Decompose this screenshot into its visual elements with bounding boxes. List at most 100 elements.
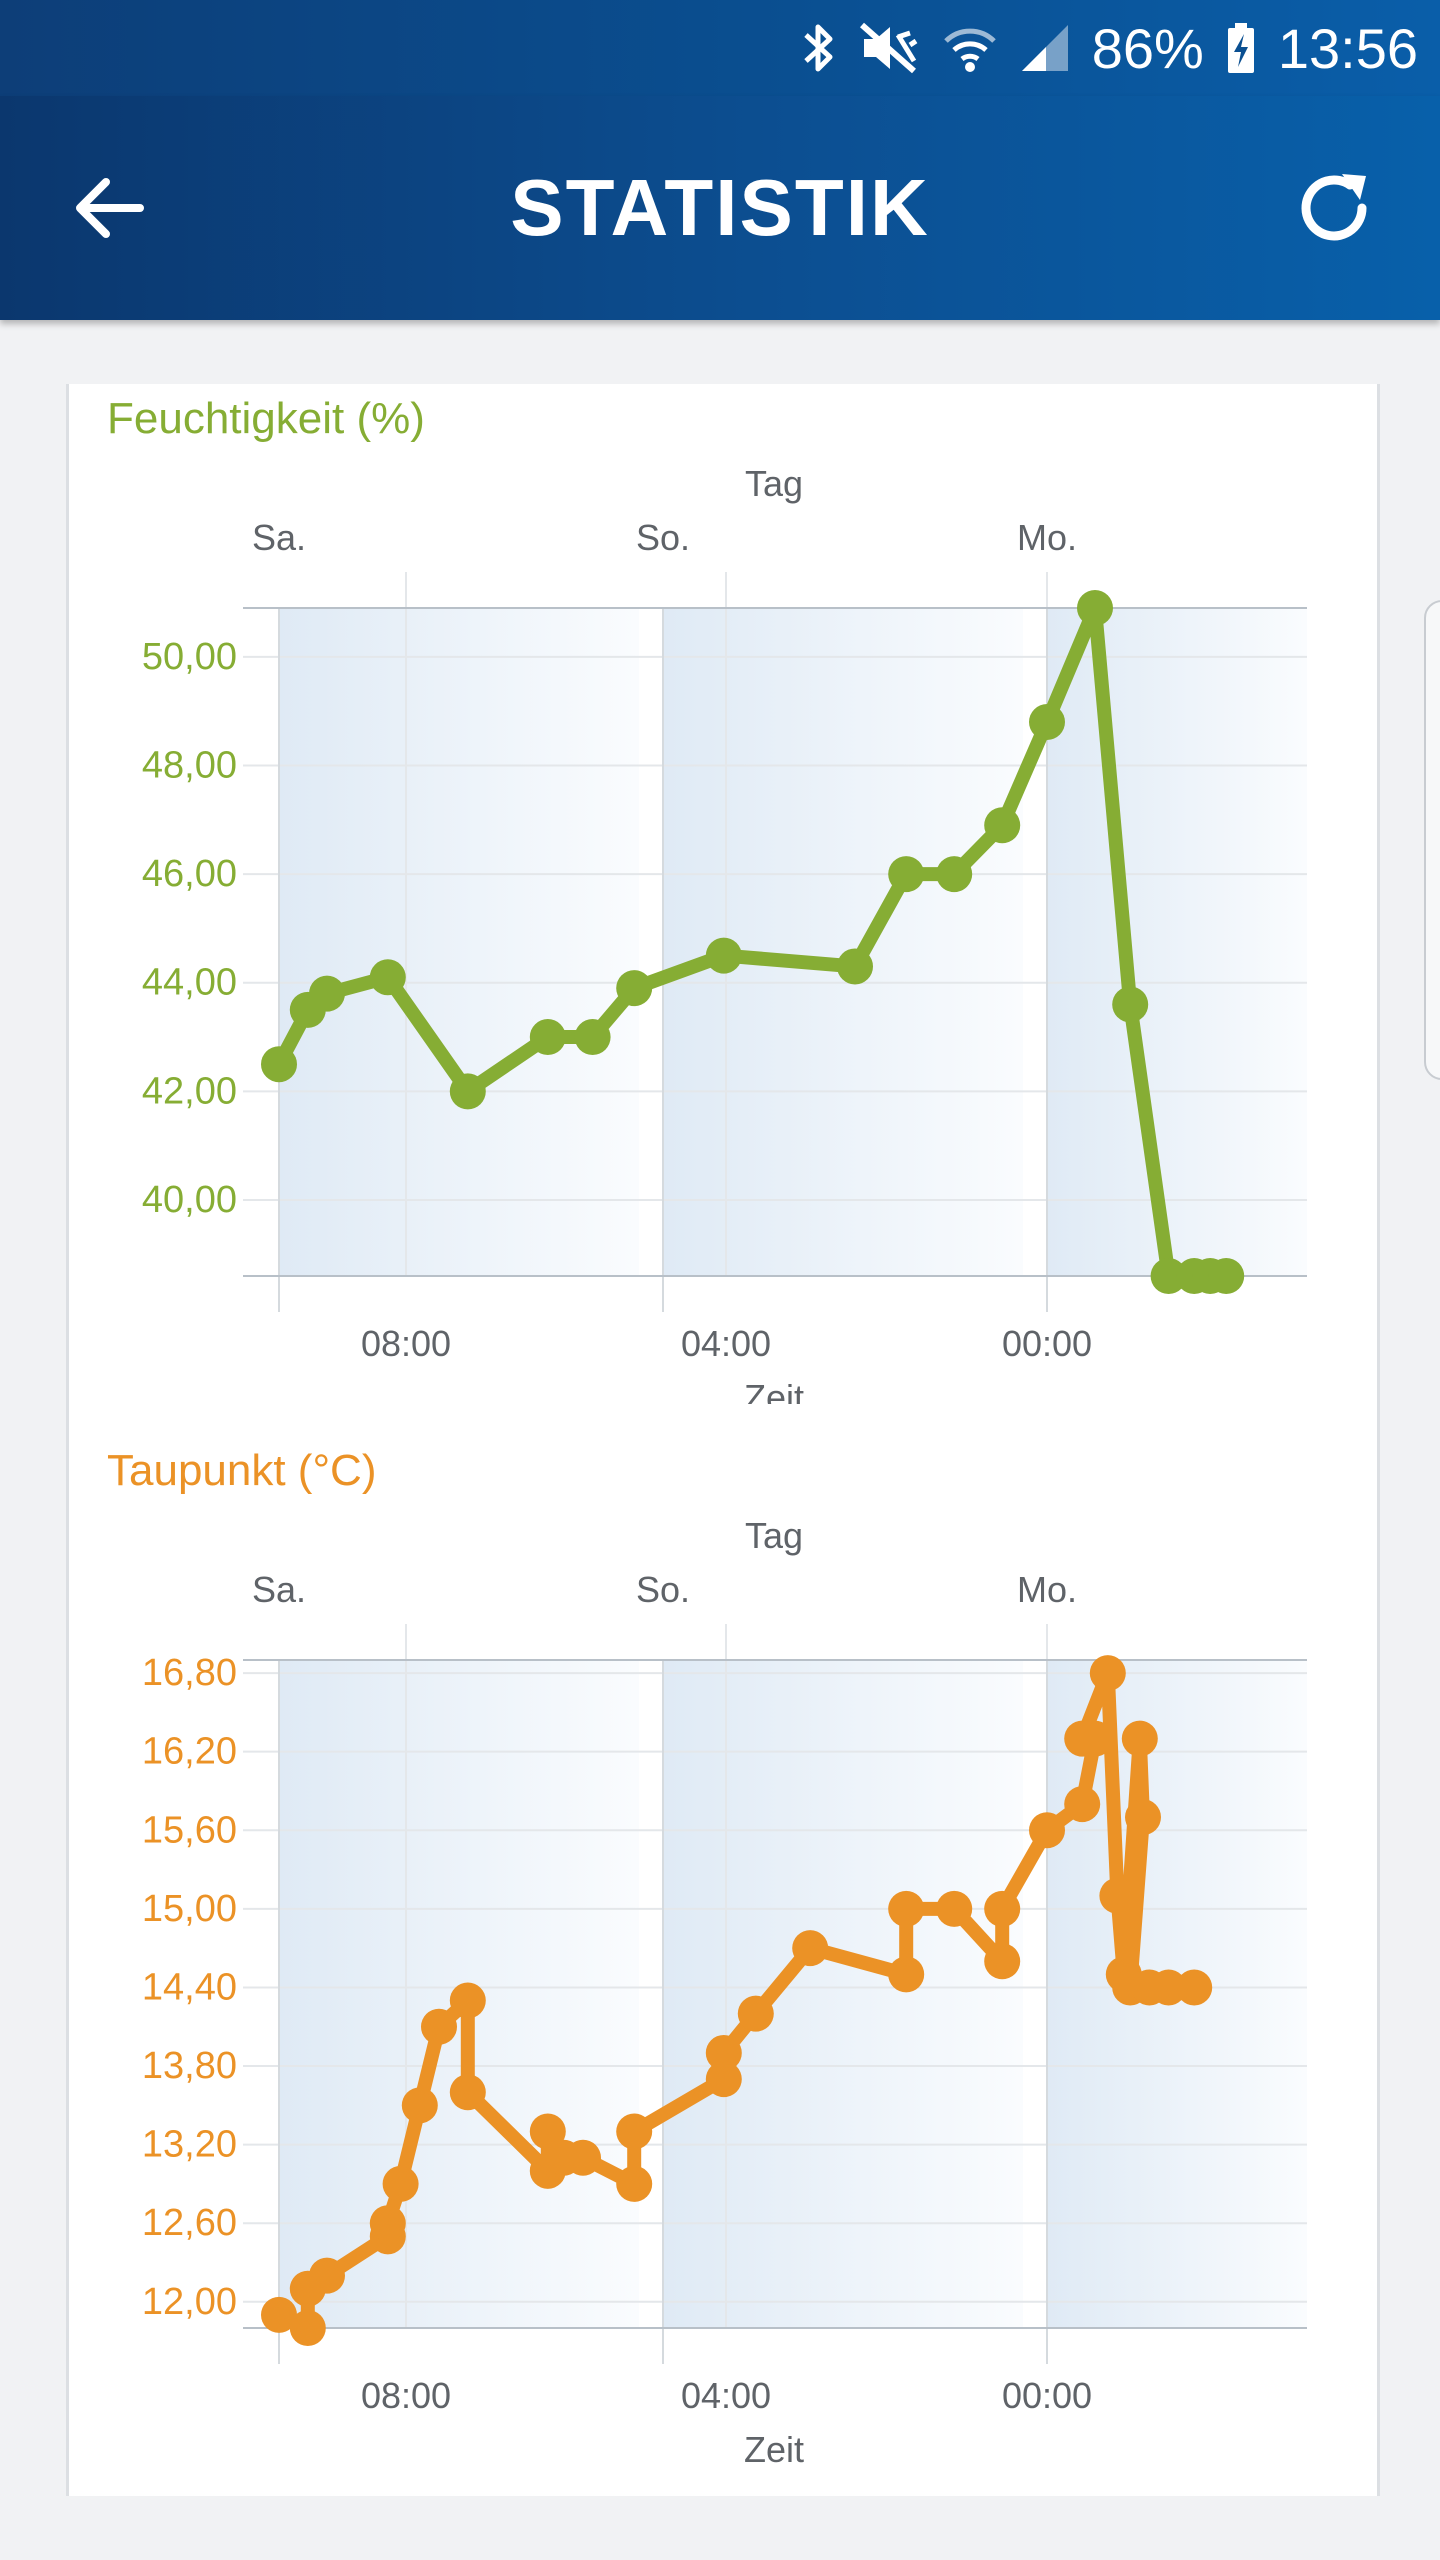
dewpoint-data-point <box>1064 1720 1101 1757</box>
arrow-left-icon <box>76 178 144 238</box>
dewpoint-x-tick-label: 08:00 <box>361 2375 451 2416</box>
dewpoint-y-tick-label: 12,60 <box>142 2202 237 2244</box>
dewpoint-data-point <box>421 2008 457 2045</box>
humidity-x-axis-label: Zeit <box>744 1377 804 1404</box>
humidity-chart-title: Feuchtigkeit (%) <box>107 394 425 443</box>
dewpoint-y-tick-label: 14,40 <box>142 1966 237 2008</box>
dewpoint-data-point <box>888 1956 925 1993</box>
dewpoint-x-tick-label: 00:00 <box>1002 2375 1092 2416</box>
dewpoint-y-tick-label: 16,20 <box>142 1731 237 1773</box>
dewpoint-data-point <box>936 1890 973 1927</box>
dewpoint-data-point <box>616 2113 653 2150</box>
app-bar: STATISTIK <box>0 96 1440 320</box>
signal-icon <box>1021 25 1068 71</box>
humidity-x-tick-label: 04:00 <box>681 1323 771 1364</box>
battery-charging-icon <box>1227 23 1254 73</box>
humidity-x-tick-label: 00:00 <box>1002 1323 1092 1364</box>
dewpoint-data-point <box>888 1890 925 1927</box>
dewpoint-data-point <box>1089 1655 1126 1692</box>
humidity-top-axis-label: Tag <box>745 463 803 504</box>
humidity-data-point <box>1077 590 1113 626</box>
humidity-data-point <box>984 807 1021 844</box>
dewpoint-x-axis-label: Zeit <box>744 2429 804 2470</box>
dewpoint-day-band <box>663 1660 1023 2328</box>
dewpoint-y-tick-label: 13,20 <box>142 2124 237 2166</box>
dewpoint-data-point <box>382 2165 419 2202</box>
dewpoint-y-tick-label: 16,80 <box>142 1652 237 1694</box>
dewpoint-data-point <box>1121 1720 1158 1757</box>
dewpoint-y-tick-label: 13,80 <box>142 2045 237 2087</box>
dewpoint-chart-title: Taupunkt (°C) <box>107 1446 377 1495</box>
humidity-y-tick-label: 44,00 <box>142 962 237 1004</box>
dewpoint-chart: 12,00 12,60 13,20 13,80 14,40 15,00 15,60 16,20… <box>142 1515 1307 2470</box>
humidity-data-point <box>309 975 345 1012</box>
wifi-icon <box>944 28 996 72</box>
humidity-chart: 40,00 42,00 44,00 46,00 48,00 50,00 Tag Sa. So. M… <box>142 463 1307 1404</box>
humidity-data-point <box>1112 986 1149 1023</box>
humidity-data-point <box>529 1019 566 1056</box>
status-bar: 86% 13:56 <box>0 0 1440 96</box>
humidity-data-point <box>1150 1258 1187 1294</box>
dewpoint-data-point <box>309 2257 345 2294</box>
dewpoint-data-point <box>705 2034 742 2071</box>
refresh-icon <box>1301 174 1367 241</box>
humidity-data-point <box>1208 1258 1245 1294</box>
dewpoint-data-point <box>705 2061 742 2098</box>
dewpoint-data-point <box>529 2113 566 2150</box>
humidity-y-tick-label: 40,00 <box>142 1179 237 1221</box>
dewpoint-y-tick-label: 12,00 <box>142 2281 237 2323</box>
dewpoint-data-point <box>1150 1969 1187 2006</box>
edge-panel-handle[interactable] <box>1424 600 1440 1080</box>
bluetooth-icon <box>804 24 833 72</box>
humidity-day-tick-label: Sa. <box>252 517 306 558</box>
dewpoint-data-point <box>1064 1786 1101 1823</box>
dewpoint-data-point <box>1176 1969 1213 2006</box>
humidity-data-point <box>936 856 973 893</box>
dewpoint-x-tick-label: 04:00 <box>681 2375 771 2416</box>
dewpoint-data-point <box>792 1930 829 1967</box>
dewpoint-data-point <box>1125 1799 1161 1836</box>
dewpoint-y-tick-label: 15,00 <box>142 1888 237 1930</box>
dewpoint-data-point <box>261 2296 297 2333</box>
dewpoint-data-point <box>401 2087 438 2124</box>
humidity-x-tick-label: 08:00 <box>361 1323 451 1364</box>
humidity-y-tick-label: 42,00 <box>142 1070 237 1112</box>
humidity-data-point <box>888 856 925 893</box>
humidity-day-band <box>279 608 639 1276</box>
humidity-data-point <box>369 959 406 996</box>
dewpoint-day-tick-label: So. <box>636 1569 690 1610</box>
dewpoint-data-point <box>565 2139 601 2176</box>
humidity-y-tick-label: 50,00 <box>142 636 237 678</box>
dewpoint-data-point <box>1099 1877 1136 1914</box>
refresh-button[interactable] <box>1292 166 1376 250</box>
dewpoint-data-point <box>449 1982 486 2019</box>
battery-percent: 86% <box>1091 16 1204 80</box>
dewpoint-day-tick-label: Sa. <box>252 1569 306 1610</box>
humidity-day-tick-label: Mo. <box>1017 517 1077 558</box>
humidity-data-point <box>449 1073 486 1110</box>
humidity-data-point <box>574 1019 611 1056</box>
dewpoint-top-axis-label: Tag <box>745 1515 803 1556</box>
humidity-data-point <box>705 937 742 974</box>
dewpoint-data-point <box>1029 1812 1065 1849</box>
humidity-data-point <box>837 948 873 985</box>
page-title: STATISTIK <box>510 163 930 252</box>
statistics-card: Feuchtigkeit (%) 40,00 42,00 44,00 46,00 48,… <box>66 384 1380 2496</box>
humidity-y-tick-label: 46,00 <box>142 853 237 895</box>
status-icons: 86% 13:56 <box>802 0 1418 96</box>
back-button[interactable] <box>70 168 150 248</box>
humidity-data-point <box>616 970 653 1007</box>
humidity-data-point <box>261 1046 297 1083</box>
dewpoint-day-tick-label: Mo. <box>1017 1569 1077 1610</box>
dewpoint-data-point <box>369 2205 406 2242</box>
dewpoint-data-point <box>984 1943 1021 1980</box>
clock: 13:56 <box>1277 16 1418 80</box>
humidity-day-tick-label: So. <box>636 517 690 558</box>
humidity-day-band <box>1047 608 1307 1276</box>
dewpoint-data-point <box>289 2310 326 2346</box>
dewpoint-y-tick-label: 15,60 <box>142 1809 237 1851</box>
dewpoint-data-point <box>984 1890 1021 1927</box>
humidity-y-tick-label: 48,00 <box>142 744 237 786</box>
mute-vibrate-icon <box>859 22 918 74</box>
dewpoint-data-point <box>737 1995 774 2032</box>
